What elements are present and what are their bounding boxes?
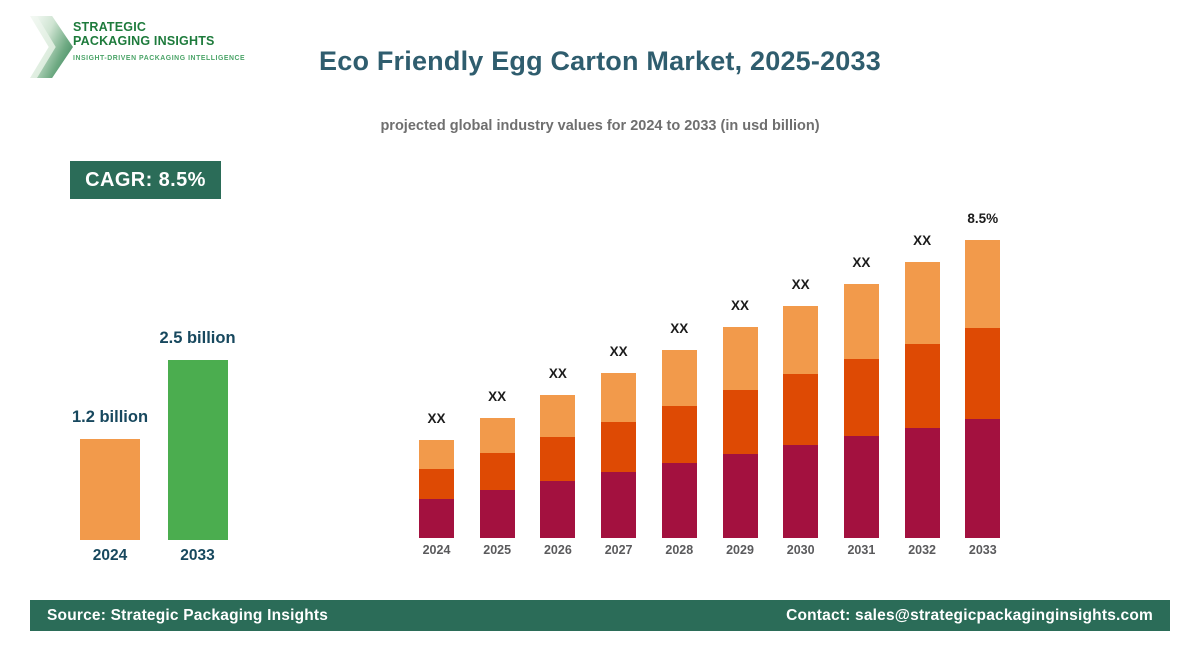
- bar-value-label: XX: [913, 233, 932, 248]
- bar-segment-middle: [965, 328, 1001, 419]
- stacked-bar-column: XX: [467, 389, 527, 538]
- bar-value-label: XX: [730, 298, 749, 313]
- summary-bar-column: 2.5 billion: [143, 329, 253, 540]
- stacked-bar-column: XX: [771, 277, 831, 538]
- footer-source-text: Source: Strategic Packaging Insights: [47, 606, 329, 624]
- bar-segment-top: [540, 395, 576, 437]
- stacked-bar-column: XX: [528, 366, 588, 538]
- page-title: Eco Friendly Egg Carton Market, 2025-203…: [319, 46, 881, 76]
- stacked-bar-column: XX: [649, 321, 709, 538]
- bar-segment-top: [965, 240, 1001, 328]
- cagr-badge: CAGR: 8.5%: [70, 161, 221, 199]
- bar-segment-top: [661, 350, 697, 406]
- bar-value-label: XX: [427, 411, 446, 426]
- bar-segment-top: [904, 262, 940, 344]
- logo-line2: PACKAGING INSIGHTS: [73, 34, 215, 49]
- page-subtitle: projected global industry values for 202…: [380, 118, 820, 134]
- x-axis-year-label: 2028: [665, 543, 694, 557]
- bar-segment-middle: [783, 374, 819, 445]
- footer-contact-text: Contact: sales@strategicpackaginginsight…: [786, 606, 1153, 624]
- summary-bar-value-label: 2.5 billion: [159, 329, 236, 347]
- chevron-arrow-icon: [30, 16, 76, 78]
- x-axis-year-label: 2032: [908, 543, 936, 557]
- x-axis-year-label: 2031: [847, 543, 876, 557]
- logo-text: STRATEGIC PACKAGING INSIGHTS INSIGHT-DRI…: [73, 20, 245, 62]
- bar-segment-top: [843, 284, 879, 359]
- x-axis-year-label: 2033: [968, 543, 997, 557]
- bar-segment-top: [419, 440, 454, 469]
- bar-value-label: XX: [548, 366, 567, 381]
- summary-bar: [167, 360, 228, 540]
- footer-bar: Source: Strategic Packaging Insights Con…: [30, 600, 1170, 631]
- stacked-bar-column: XX: [407, 411, 467, 538]
- bar-segment-middle: [722, 390, 758, 454]
- bar-value-label: XX: [670, 321, 689, 336]
- bar-segment-bottom: [783, 445, 819, 538]
- bar-value-label: XX: [609, 344, 628, 359]
- bar-value-label: 8.5%: [967, 211, 999, 226]
- logo-tagline: INSIGHT-DRIVEN PACKAGING INTELLIGENCE: [73, 54, 246, 62]
- logo: STRATEGIC PACKAGING INSIGHTS INSIGHT-DRI…: [30, 12, 290, 82]
- bar-segment-bottom: [479, 490, 515, 538]
- bar-value-label: XX: [791, 277, 810, 292]
- bar-segment-middle: [661, 406, 697, 463]
- bar-segment-bottom: [722, 454, 758, 538]
- bar-segment-top: [722, 327, 758, 390]
- bar-segment-middle: [904, 344, 940, 428]
- logo-line1: STRATEGIC: [73, 20, 147, 34]
- bar-segment-middle: [601, 422, 637, 472]
- bar-segment-middle: [479, 453, 515, 490]
- bar-segment-top: [479, 418, 515, 453]
- bar-segment-middle: [419, 469, 454, 499]
- summary-x-axis-year-label: 2024: [92, 547, 128, 564]
- bar-segment-bottom: [904, 428, 940, 538]
- x-axis-year-label: 2025: [483, 543, 512, 557]
- bar-value-label: XX: [488, 389, 507, 404]
- stacked-bar-column: 8.5%: [953, 211, 1013, 538]
- summary-bar-value-label: 1.2 billion: [71, 408, 149, 426]
- summary-growth-chart: 1.2 billion 2024 2.5 billion 2033: [60, 320, 270, 570]
- summary-bar-column: 1.2 billion: [55, 408, 165, 540]
- x-axis-year-label: 2029: [726, 543, 754, 557]
- bar-segment-middle: [540, 437, 576, 481]
- summary-x-axis-year-label: 2033: [180, 547, 215, 564]
- stacked-bar-column: XX: [710, 298, 770, 538]
- stacked-bar-column: XX: [589, 344, 649, 538]
- bar-value-label: XX: [852, 255, 871, 270]
- x-axis-year-label: 2030: [786, 543, 815, 557]
- projected-values-stacked-chart: XX 2024 XX 2025 XX 2026 XX 2027 XX 2028 XX 2029 XX 20…: [388, 200, 1028, 562]
- stacked-bar-column: XX: [831, 255, 891, 538]
- bar-segment-top: [601, 373, 637, 422]
- x-axis-year-label: 2027: [604, 543, 633, 557]
- x-axis-year-label: 2026: [543, 543, 572, 557]
- summary-bar: [80, 439, 140, 540]
- stacked-bar-column: XX: [892, 233, 952, 538]
- x-axis-year-label: 2024: [422, 543, 451, 557]
- bar-segment-bottom: [540, 481, 576, 538]
- bar-segment-top: [783, 306, 819, 374]
- bar-segment-bottom: [661, 463, 697, 538]
- bar-segment-bottom: [601, 472, 637, 538]
- bar-segment-middle: [843, 359, 879, 436]
- bar-segment-bottom: [419, 499, 454, 538]
- bar-segment-bottom: [965, 419, 1001, 538]
- bar-segment-bottom: [843, 436, 879, 538]
